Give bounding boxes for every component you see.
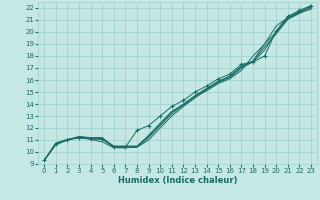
X-axis label: Humidex (Indice chaleur): Humidex (Indice chaleur) xyxy=(118,176,237,185)
